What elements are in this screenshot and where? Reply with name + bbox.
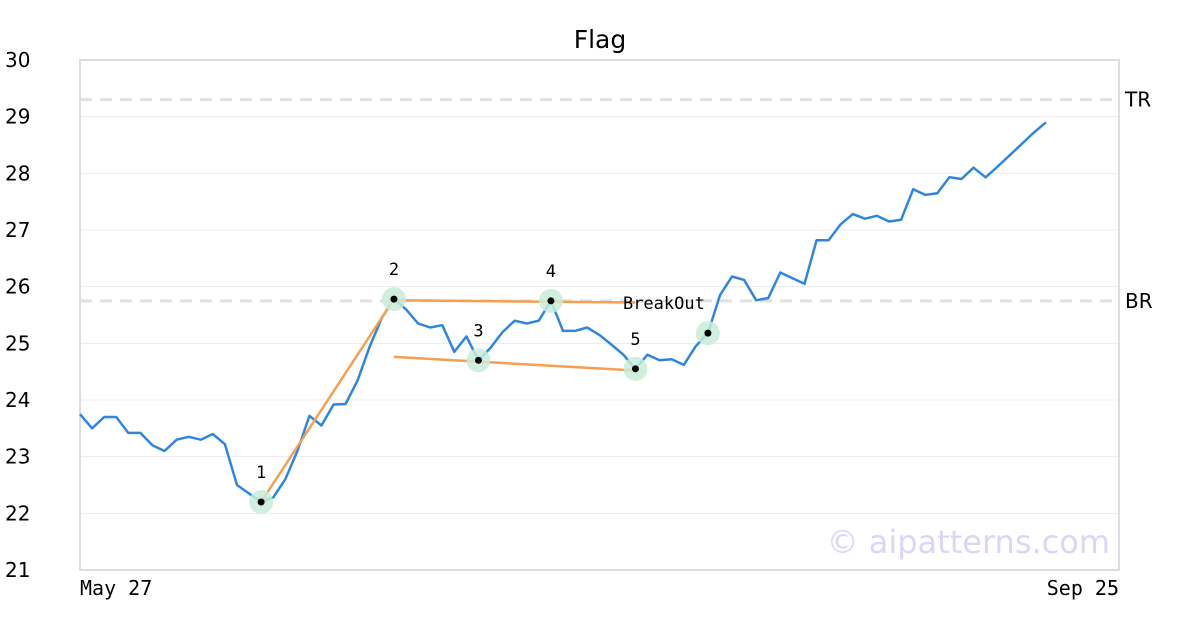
plot-frame — [79, 59, 1120, 571]
pattern-line — [260, 298, 395, 503]
pattern-point-label: 1 — [256, 463, 266, 483]
x-tick-label: Sep 25 — [1047, 576, 1119, 600]
chart-title: Flag — [574, 25, 627, 54]
pattern-line — [393, 299, 636, 304]
pattern-point-label: BreakOut — [623, 294, 705, 314]
x-axis-ticks: May 27 Sep 25 — [80, 576, 1119, 600]
y-tick-label: 24 — [5, 388, 30, 412]
pattern-points: 1 2 3 4 5 BreakOut — [249, 260, 720, 514]
pattern-point — [631, 365, 639, 373]
y-tick-label: 27 — [5, 218, 30, 242]
pattern-point — [390, 295, 398, 303]
pattern-point-label: 5 — [630, 330, 640, 350]
y-tick-label: 28 — [5, 161, 30, 185]
x-tick-label: May 27 — [80, 576, 152, 600]
reference-line-label: BR — [1125, 289, 1153, 313]
y-tick-label: 29 — [5, 105, 30, 129]
pattern-point — [547, 297, 555, 305]
y-tick-label: 30 — [5, 48, 30, 72]
pattern-point-label: 3 — [473, 321, 483, 341]
pattern-point-label: 4 — [546, 262, 556, 282]
y-tick-label: 21 — [5, 558, 30, 582]
pattern-lines — [260, 298, 636, 503]
pattern-point-label: 2 — [389, 260, 399, 280]
y-tick-label: 23 — [5, 445, 30, 469]
y-tick-label: 26 — [5, 275, 30, 299]
pattern-point — [257, 498, 265, 506]
pattern-point — [474, 356, 482, 364]
pattern-point — [704, 329, 712, 337]
reference-lines: TR BR — [80, 88, 1153, 313]
pattern-line — [393, 355, 636, 372]
reference-line-label: TR — [1124, 88, 1151, 112]
price-series — [79, 121, 1047, 504]
watermark: © aipatterns.com — [827, 523, 1110, 561]
y-tick-label: 25 — [5, 331, 30, 355]
y-axis-ticks: 21 22 23 24 25 26 27 28 29 30 — [5, 48, 30, 582]
series-line — [79, 121, 1047, 504]
gridlines — [80, 116, 1119, 514]
y-tick-label: 22 — [5, 501, 30, 525]
